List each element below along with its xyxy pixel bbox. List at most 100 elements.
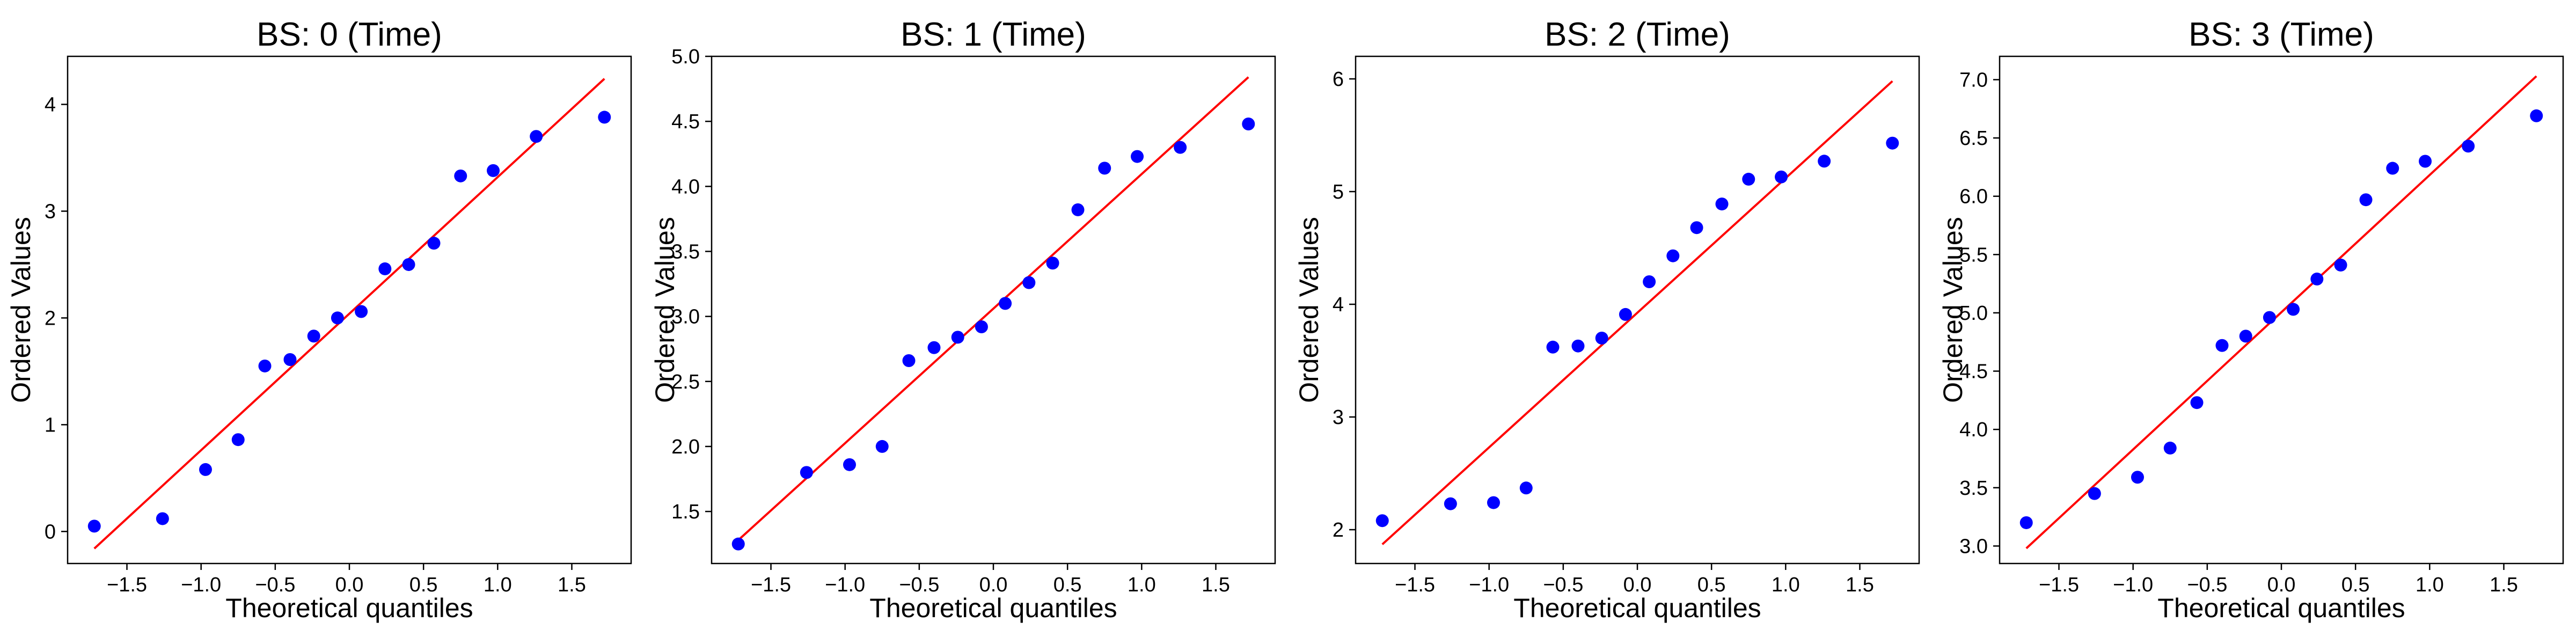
data-point xyxy=(1444,497,1457,510)
data-point xyxy=(355,305,368,318)
data-point xyxy=(2287,303,2300,316)
x-tick-label: −0.5 xyxy=(1543,574,1583,596)
y-tick-label: 2.0 xyxy=(671,436,700,458)
x-tick-label: 1.5 xyxy=(558,574,586,596)
x-tick-label: −1.0 xyxy=(825,574,865,596)
data-point xyxy=(1131,150,1144,163)
y-tick-label: 3.0 xyxy=(1959,535,1988,558)
x-tick-label: −1.0 xyxy=(1469,574,1509,596)
data-point xyxy=(843,458,856,471)
x-tick-label: 1.5 xyxy=(2490,574,2518,596)
data-point xyxy=(1715,197,1729,211)
data-point xyxy=(2419,155,2432,168)
data-point xyxy=(1098,162,1111,175)
x-tick-label: 1.0 xyxy=(2416,574,2444,596)
y-tick-label: 4.0 xyxy=(1959,419,1988,441)
y-tick-label: 4.5 xyxy=(671,111,700,133)
data-point xyxy=(283,353,297,367)
x-tick-label: −1.5 xyxy=(2039,574,2079,596)
data-point xyxy=(331,311,344,325)
axes-frame xyxy=(1999,55,2564,565)
data-point xyxy=(231,433,245,447)
y-tick-label: 4 xyxy=(45,94,56,116)
y-tick-label: 3.5 xyxy=(1959,477,1988,500)
y-tick-label: 6.5 xyxy=(1959,127,1988,150)
data-point xyxy=(2131,471,2144,484)
y-tick-label: 3.0 xyxy=(671,306,700,328)
data-point xyxy=(378,262,392,275)
data-point xyxy=(1546,340,1560,354)
data-point xyxy=(1595,332,1608,345)
y-tick-label: 2 xyxy=(45,307,56,330)
data-point xyxy=(1742,172,1755,186)
data-point xyxy=(1818,155,1831,168)
y-tick-label: 5 xyxy=(1333,181,1344,203)
y-tick-label: 3 xyxy=(1333,406,1344,429)
data-point xyxy=(2163,441,2177,455)
x-tick-label: 0.5 xyxy=(1697,574,1726,596)
data-point xyxy=(402,258,415,271)
x-tick-label: 1.0 xyxy=(1128,574,1156,596)
data-point xyxy=(2334,258,2347,272)
data-point xyxy=(199,463,212,476)
data-point xyxy=(1775,170,1788,184)
data-point xyxy=(2190,396,2204,409)
data-point xyxy=(454,169,467,182)
x-tick-label: 1.0 xyxy=(484,574,512,596)
data-point xyxy=(307,330,320,343)
x-tick-label: −0.5 xyxy=(2187,574,2227,596)
x-tick-label: 1.0 xyxy=(1772,574,1800,596)
x-tick-label: −0.5 xyxy=(255,574,295,596)
x-tick-label: 0.0 xyxy=(979,574,1008,596)
y-tick-label: 4.5 xyxy=(1959,361,1988,383)
y-tick-label: 3 xyxy=(45,200,56,223)
data-point xyxy=(999,297,1012,310)
data-point xyxy=(1690,221,1703,235)
data-point xyxy=(1022,276,1036,289)
data-point xyxy=(1071,203,1085,216)
data-point xyxy=(975,320,988,333)
subplot-2: −1.5 −1.0 −0.5 0.0 0.5 1.0 1.5 2 3 4 5 6 BS: 2 (Time… xyxy=(1294,16,1920,623)
x-axis-label: Theoretical quantiles xyxy=(869,593,1117,623)
data-point xyxy=(1666,249,1680,262)
y-tick-label: 6.0 xyxy=(1959,186,1988,208)
data-point xyxy=(875,440,889,453)
y-tick-label: 4 xyxy=(1333,294,1344,316)
data-point xyxy=(2310,272,2324,286)
data-point xyxy=(258,359,272,372)
subplot-3: −1.5 −1.0 −0.5 0.0 0.5 1.0 1.5 3.0 3.5 4.0 4.5 5.0 5… xyxy=(1938,16,2564,623)
data-point xyxy=(1571,339,1585,353)
data-point xyxy=(927,341,941,354)
data-point xyxy=(1643,275,1656,288)
data-point xyxy=(87,519,101,533)
data-point xyxy=(2215,339,2229,352)
fit-line xyxy=(93,78,605,550)
data-point xyxy=(530,130,543,143)
data-point xyxy=(2239,330,2252,343)
data-point xyxy=(1519,481,1533,495)
y-tick-label: 5.0 xyxy=(671,46,700,68)
data-point xyxy=(1375,514,1389,528)
y-axis-label: Ordered Values xyxy=(650,217,680,402)
data-point xyxy=(1046,257,1059,270)
x-tick-label: 0.0 xyxy=(2267,574,2296,596)
y-tick-label: 4.0 xyxy=(671,175,700,198)
data-point xyxy=(902,354,916,367)
x-axis-label: Theoretical quantiles xyxy=(2157,593,2405,623)
x-tick-label: −1.5 xyxy=(751,574,791,596)
x-tick-label: −1.0 xyxy=(181,574,221,596)
x-tick-label: 0.5 xyxy=(409,574,438,596)
subplot-0: −1.5 −1.0 −0.5 0.0 0.5 1.0 1.5 0 1 2 3 4 BS: 0 (Time… xyxy=(6,16,632,623)
data-point xyxy=(2263,311,2276,324)
data-point xyxy=(1619,308,1632,321)
fit-line xyxy=(737,76,1249,541)
data-point xyxy=(156,512,169,525)
x-tick-label: −1.0 xyxy=(2113,574,2153,596)
x-tick-label: −0.5 xyxy=(899,574,939,596)
x-tick-label: −1.5 xyxy=(107,574,147,596)
data-point xyxy=(487,164,500,177)
data-point xyxy=(1886,136,1899,150)
y-tick-label: 1 xyxy=(45,414,56,436)
data-point xyxy=(1174,141,1187,154)
y-tick-label: 6 xyxy=(1333,68,1344,91)
